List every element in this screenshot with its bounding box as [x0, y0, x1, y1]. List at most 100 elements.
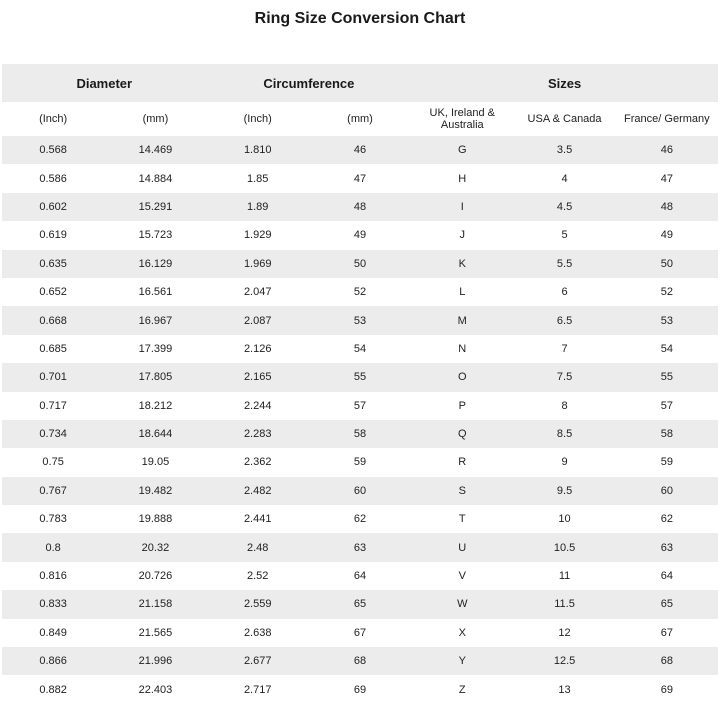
cell-france-size: 49 — [660, 229, 673, 242]
col-uk-size: UK, Ireland & Australia — [411, 102, 514, 136]
cell-france-size: 68 — [660, 655, 673, 668]
col-circumference-mm: (mm) — [308, 102, 412, 136]
table-row: 0.767 19.482 2.482 60 S 9.5 60 — [2, 476, 718, 506]
cell-circumference-inch: 2.047 — [243, 286, 272, 299]
cell-diameter-inch: 0.717 — [39, 399, 67, 412]
cell-uk-size: Y — [458, 655, 466, 668]
cell-diameter-inch: 0.602 — [39, 200, 67, 213]
cell-uk-size: U — [458, 541, 467, 554]
cell-uk-size: K — [458, 257, 466, 270]
cell-circumference-inch: 2.52 — [246, 570, 269, 583]
table-row: 0.833 21.158 2.559 65 W 11.5 65 — [2, 590, 718, 619]
cell-uk-size: S — [458, 484, 466, 497]
cell-uk-size: O — [457, 371, 467, 384]
cell-diameter-inch: 0.866 — [39, 655, 67, 668]
table-row: 0.668 16.967 2.087 53 M 6.5 53 — [2, 306, 718, 335]
cell-circumference-inch: 2.717 — [243, 683, 272, 696]
table-row: 0.882 22.403 2.717 69 Z 13 69 — [2, 675, 718, 704]
cell-usa-size: 9.5 — [556, 484, 573, 497]
cell-uk-size: X — [458, 626, 466, 639]
table-row: 0.602 15.291 1.89 48 I 4.5 48 — [2, 192, 718, 222]
cell-circumference-mm: 68 — [353, 655, 367, 668]
cell-circumference-mm: 55 — [353, 371, 367, 384]
cell-usa-size: 3.5 — [556, 144, 573, 157]
cell-circumference-inch: 2.362 — [243, 456, 272, 469]
table-row: 0.8 20.32 2.48 63 U 10.5 63 — [2, 533, 718, 562]
col-france-size: France/ Germany — [615, 102, 718, 136]
table-row: 0.619 15.723 1.929 49 J 5 49 — [2, 221, 718, 250]
cell-diameter-mm: 14.469 — [138, 144, 173, 157]
cell-circumference-mm: 62 — [353, 513, 367, 526]
table-row: 0.816 20.726 2.52 64 V 11 64 — [2, 561, 718, 591]
cell-circumference-mm: 64 — [353, 570, 367, 583]
cell-circumference-mm: 65 — [353, 598, 367, 611]
cell-france-size: 65 — [660, 598, 673, 611]
cell-circumference-mm: 59 — [353, 456, 367, 469]
header-sizes: Sizes — [411, 64, 718, 102]
cell-circumference-inch: 1.810 — [243, 144, 272, 157]
cell-diameter-mm: 21.565 — [138, 626, 173, 639]
cell-france-size: 62 — [660, 513, 673, 526]
cell-diameter-mm: 21.158 — [138, 598, 173, 611]
table-row: 0.783 19.888 2.441 62 T 10 62 — [2, 505, 718, 534]
cell-diameter-mm: 17.399 — [138, 342, 173, 355]
cell-circumference-inch: 2.087 — [243, 314, 272, 327]
cell-diameter-mm: 19.482 — [138, 484, 173, 497]
cell-uk-size: I — [460, 200, 464, 213]
cell-france-size: 63 — [660, 541, 673, 554]
cell-circumference-inch: 2.677 — [243, 655, 272, 668]
cell-circumference-mm: 60 — [353, 484, 367, 497]
cell-uk-size: P — [458, 399, 466, 412]
cell-diameter-mm: 19.05 — [141, 456, 170, 469]
col-usa-size: USA & Canada — [513, 102, 616, 136]
cell-diameter-mm: 21.996 — [138, 655, 173, 668]
cell-diameter-inch: 0.701 — [39, 371, 67, 384]
cell-diameter-inch: 0.685 — [39, 342, 67, 355]
cell-usa-size: 6.5 — [556, 314, 573, 327]
cell-diameter-mm: 16.561 — [138, 286, 173, 299]
cell-diameter-mm: 20.726 — [138, 570, 173, 583]
cell-circumference-mm: 57 — [353, 399, 367, 412]
cell-france-size: 48 — [660, 200, 673, 213]
cell-uk-size: Z — [458, 683, 466, 696]
cell-france-size: 50 — [660, 257, 673, 270]
cell-circumference-inch: 2.482 — [243, 484, 272, 497]
cell-diameter-mm: 15.723 — [138, 229, 173, 242]
cell-usa-size: 11 — [558, 570, 571, 583]
cell-circumference-inch: 2.165 — [243, 371, 272, 384]
cell-circumference-mm: 47 — [353, 172, 367, 185]
ring-size-table: Diameter Circumference Sizes (Inch) (mm)… — [2, 64, 718, 704]
cell-diameter-inch: 0.75 — [42, 456, 64, 469]
cell-uk-size: N — [458, 342, 467, 355]
cell-diameter-inch: 0.619 — [39, 229, 67, 242]
cell-uk-size: J — [459, 229, 466, 242]
cell-diameter-mm: 20.32 — [141, 541, 170, 554]
cell-circumference-inch: 1.969 — [243, 257, 272, 270]
cell-usa-size: 12 — [558, 626, 571, 639]
cell-uk-size: M — [457, 314, 467, 327]
cell-usa-size: 6 — [561, 286, 568, 299]
cell-uk-size: H — [458, 172, 467, 185]
cell-diameter-inch: 0.668 — [39, 314, 67, 327]
cell-uk-size: V — [458, 570, 466, 583]
cell-circumference-mm: 52 — [353, 286, 367, 299]
cell-france-size: 54 — [660, 342, 673, 355]
cell-france-size: 64 — [660, 570, 673, 583]
cell-uk-size: W — [457, 598, 468, 611]
cell-diameter-inch: 0.568 — [39, 144, 67, 157]
cell-usa-size: 5 — [561, 229, 568, 242]
cell-diameter-mm: 19.888 — [138, 513, 173, 526]
cell-circumference-inch: 1.85 — [246, 172, 269, 185]
table-row: 0.849 21.565 2.638 67 X 12 67 — [2, 618, 718, 648]
cell-uk-size: L — [459, 286, 466, 299]
cell-france-size: 46 — [660, 144, 673, 157]
cell-diameter-inch: 0.8 — [45, 541, 61, 554]
table-row: 0.75 19.05 2.362 59 R 9 59 — [2, 448, 718, 477]
cell-diameter-inch: 0.652 — [39, 286, 67, 299]
cell-usa-size: 10 — [558, 513, 571, 526]
cell-france-size: 52 — [660, 286, 673, 299]
cell-diameter-mm: 15.291 — [138, 200, 173, 213]
cell-circumference-mm: 69 — [353, 683, 367, 696]
cell-circumference-mm: 67 — [353, 626, 367, 639]
cell-france-size: 60 — [660, 484, 673, 497]
